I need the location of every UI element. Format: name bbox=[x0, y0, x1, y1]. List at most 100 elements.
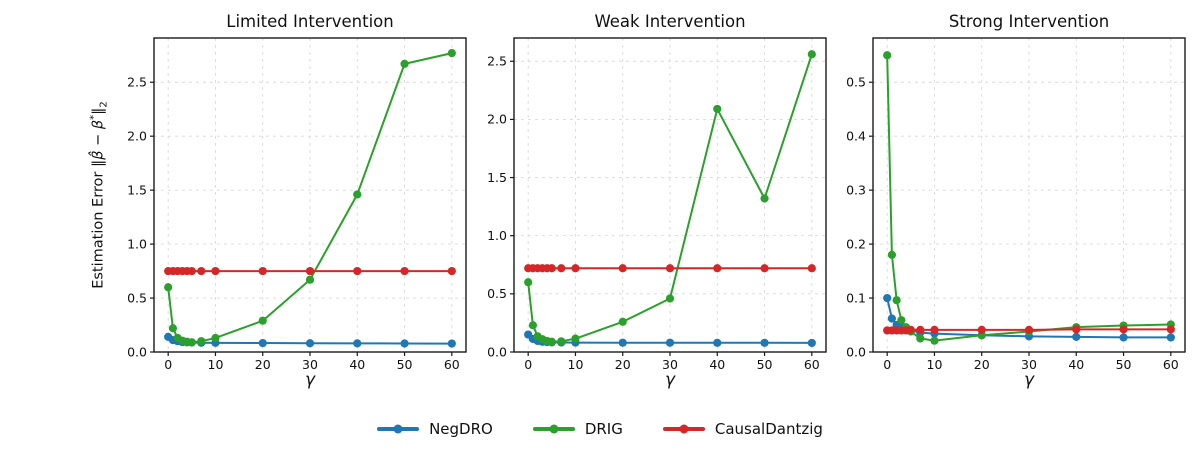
x-tick-label: 50 bbox=[757, 357, 773, 372]
x-axis-label-gamma: γ bbox=[304, 370, 316, 390]
y-tick-label: 2.0 bbox=[487, 112, 507, 127]
legend-dot-icon bbox=[393, 424, 403, 434]
data-point bbox=[887, 314, 897, 323]
data-point bbox=[305, 339, 315, 348]
plot-area-weak: 0 10 20 30 40 50 60 0.0 0.5 1.0 1.5 2.0 2.5 bbox=[487, 37, 827, 372]
x-tick-label: 20 bbox=[255, 357, 271, 372]
y-tick-label: 2.5 bbox=[127, 75, 147, 90]
data-point bbox=[618, 338, 627, 347]
data-point bbox=[883, 293, 892, 303]
data-point bbox=[258, 338, 267, 348]
data-point bbox=[713, 264, 722, 273]
data-point bbox=[1119, 333, 1128, 342]
data-point bbox=[258, 316, 267, 325]
x-tick-label: 10 bbox=[568, 357, 584, 372]
y-tick-label: 0.5 bbox=[487, 286, 507, 301]
x-tick-label: 0 bbox=[164, 357, 172, 372]
data-point bbox=[524, 278, 533, 287]
legend-label-drig: DRIG bbox=[584, 420, 623, 438]
legend-line-dot-marker bbox=[532, 424, 575, 434]
series-causaldantzig bbox=[164, 266, 456, 276]
data-point bbox=[1024, 325, 1034, 334]
x-axis-label-gamma: γ bbox=[664, 370, 676, 390]
data-point bbox=[528, 321, 538, 330]
y-tick-label: 0.3 bbox=[846, 182, 866, 197]
plot-title-strong: Strong Intervention bbox=[948, 12, 1110, 31]
legend-label-negdro: NegDRO bbox=[429, 420, 493, 438]
series-drig bbox=[164, 49, 456, 347]
y-tick-label: 1.5 bbox=[487, 170, 507, 185]
x-tick-label: 30 bbox=[662, 357, 678, 372]
y-tick-label: 0.2 bbox=[846, 236, 866, 251]
x-tick-label: 10 bbox=[927, 357, 943, 372]
y-tick-label: 1.0 bbox=[487, 228, 507, 243]
legend-line-dot-marker bbox=[662, 424, 705, 434]
data-point bbox=[916, 325, 925, 334]
data-point bbox=[547, 264, 556, 273]
data-point bbox=[447, 339, 456, 348]
data-point bbox=[197, 266, 206, 276]
y-tick-label: 0.0 bbox=[127, 344, 147, 359]
data-point bbox=[897, 316, 906, 325]
data-point bbox=[1072, 332, 1081, 341]
plot-title-weak: Weak Intervention bbox=[594, 12, 746, 31]
y-tick-label: 0.5 bbox=[127, 290, 147, 305]
data-point bbox=[571, 264, 580, 273]
data-point bbox=[892, 296, 901, 305]
data-point bbox=[557, 264, 566, 273]
legend-item-drig: DRIG bbox=[532, 420, 623, 438]
x-tick-label: 60 bbox=[804, 357, 820, 372]
y-tick-label: 2.0 bbox=[127, 128, 147, 143]
data-point bbox=[557, 337, 566, 346]
plot-area-strong: 0 10 20 30 40 50 60 0.0 0.1 0.2 0.3 0.4 0.5 bbox=[846, 37, 1186, 372]
data-point bbox=[618, 317, 627, 326]
legend-item-negdro: NegDRO bbox=[377, 420, 493, 438]
data-point bbox=[187, 338, 196, 347]
data-point bbox=[305, 275, 315, 284]
x-tick-label: 40 bbox=[1068, 357, 1084, 372]
data-point bbox=[618, 264, 627, 273]
data-point bbox=[168, 324, 178, 333]
data-point bbox=[400, 59, 409, 68]
x-tick-label: 20 bbox=[615, 357, 631, 372]
x-tick-label: 50 bbox=[1116, 357, 1132, 372]
series-drig bbox=[524, 50, 816, 346]
legend-item-causaldantzig: CausalDantzig bbox=[662, 420, 823, 438]
data-point bbox=[1072, 325, 1081, 334]
data-point bbox=[353, 190, 362, 199]
x-tick-label: 40 bbox=[709, 357, 725, 372]
data-point bbox=[547, 337, 556, 346]
y-tick-label: 2.5 bbox=[487, 54, 507, 69]
data-point bbox=[305, 266, 315, 276]
y-tick-label: 0.4 bbox=[846, 128, 866, 143]
data-point bbox=[571, 334, 580, 343]
data-point bbox=[807, 50, 816, 59]
legend-line-dot-marker bbox=[377, 424, 420, 434]
plot-title-limited: Limited Intervention bbox=[226, 12, 394, 31]
y-tick-label: 0.5 bbox=[846, 75, 866, 90]
data-point bbox=[211, 266, 220, 276]
y-tick-label: 0.0 bbox=[846, 344, 866, 359]
x-tick-label: 60 bbox=[444, 357, 460, 372]
y-tick-label: 0.1 bbox=[846, 290, 866, 305]
plot-area-limited: 0 10 20 30 40 50 60 0.0 0.5 1.0 1.5 2.0 2.5 bbox=[127, 37, 467, 372]
x-tick-label: 40 bbox=[349, 357, 365, 372]
series-causaldantzig bbox=[524, 264, 816, 273]
x-tick-label: 0 bbox=[524, 357, 532, 372]
data-point bbox=[906, 325, 915, 334]
legend: NegDRO DRIG CausalDantzig bbox=[0, 420, 1200, 438]
data-point bbox=[807, 264, 816, 273]
y-tick-label: 1.0 bbox=[127, 236, 147, 251]
data-point bbox=[665, 294, 675, 303]
data-point bbox=[665, 338, 675, 347]
data-point bbox=[197, 337, 206, 346]
data-point bbox=[883, 51, 892, 60]
data-point bbox=[353, 266, 362, 276]
legend-label-causaldantzig: CausalDantzig bbox=[714, 420, 823, 438]
data-point bbox=[1166, 325, 1175, 334]
data-point bbox=[400, 266, 409, 276]
y-tick-label: 1.5 bbox=[127, 182, 147, 197]
ylabel-star: * bbox=[88, 114, 100, 120]
series-causaldantzig bbox=[883, 325, 1175, 335]
